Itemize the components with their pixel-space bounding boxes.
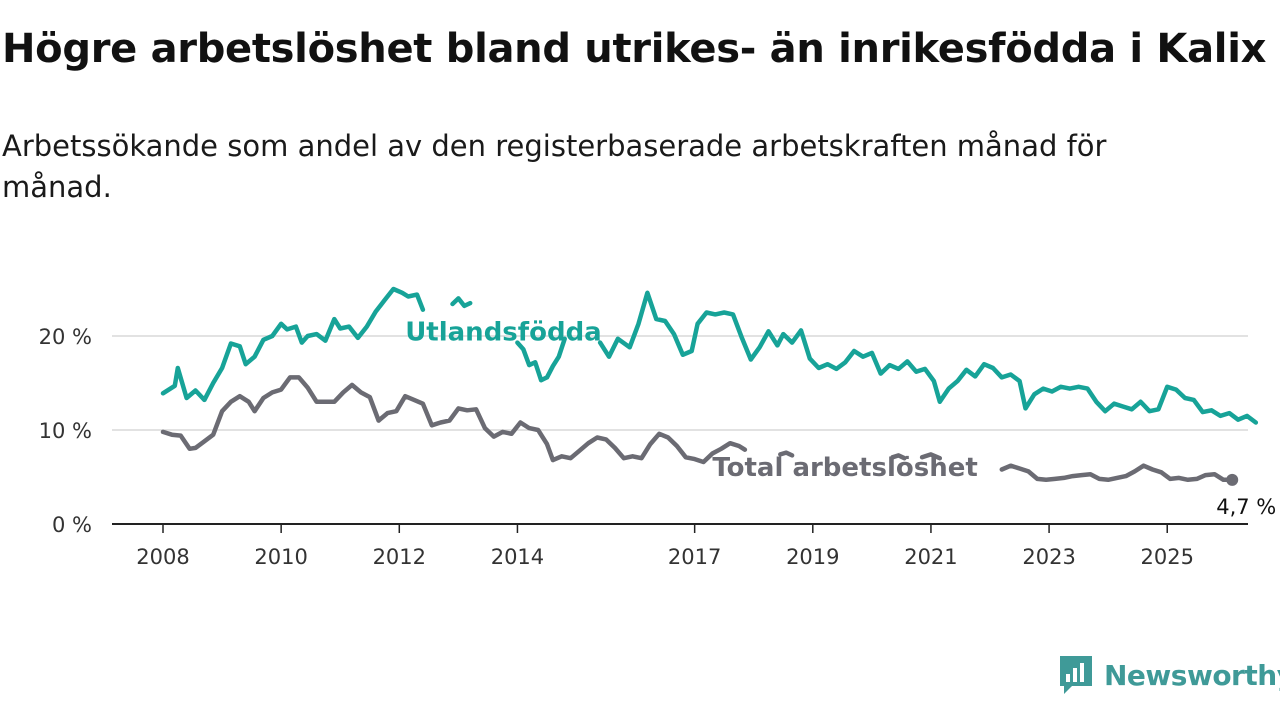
chart-subtitle: Arbetssökande som andel av den registerb… <box>2 129 1107 204</box>
series-line-total-4 <box>160 375 748 465</box>
x-tick-label: 2010 <box>254 545 307 569</box>
series-lines <box>160 286 1259 483</box>
x-tick-label: 2014 <box>491 545 544 569</box>
x-tick-label: 2025 <box>1141 545 1194 569</box>
end-point-marker <box>1226 473 1239 486</box>
series-line-utlandsfodda-3 <box>597 290 1259 425</box>
end-value-label: 4,7 % <box>1216 495 1276 519</box>
logo-text: Newsworthy <box>1104 658 1280 692</box>
x-tick-label: 2021 <box>904 545 957 569</box>
series-label: Total arbetslöshet <box>712 453 977 483</box>
line-chart: 0 % 10 % 20 % 2008 2010 2012 2014 2017 2019 2021… <box>39 286 1276 569</box>
x-tick-label: 2008 <box>136 545 189 569</box>
series-line-utlandsfodda-1 <box>450 296 473 309</box>
series-line-total-7 <box>919 452 943 461</box>
x-tick-label: 2012 <box>373 545 426 569</box>
x-tick-label: 2017 <box>668 545 721 569</box>
series-line-total-8 <box>999 463 1235 483</box>
y-axis: 0 % 10 % 20 % <box>39 325 92 537</box>
chart-title: Högre arbetslöshet bland utrikes- än inr… <box>2 26 1267 72</box>
series-line-total-6 <box>890 453 907 461</box>
series-line-total-5 <box>778 450 795 458</box>
x-axis: 2008 2010 2012 2014 2017 2019 2021 2023 2025 <box>112 523 1248 569</box>
x-tick-label: 2023 <box>1022 545 1075 569</box>
series-line-utlandsfodda-0 <box>160 286 426 403</box>
series-labels: Utlandsfödda Total arbetslöshet <box>405 318 978 483</box>
y-tick-label: 20 % <box>39 325 92 349</box>
y-tick-label: 10 % <box>39 419 92 443</box>
series-label: Utlandsfödda <box>405 318 602 348</box>
series-line-utlandsfodda-2 <box>515 336 567 383</box>
end-marker: 4,7 % <box>1216 473 1276 519</box>
x-tick-label: 2019 <box>786 545 839 569</box>
newsworthy-logo: Newsworthy <box>1058 654 1280 696</box>
newsworthy-chart-icon <box>1060 656 1092 694</box>
y-tick-label: 0 % <box>52 513 92 537</box>
